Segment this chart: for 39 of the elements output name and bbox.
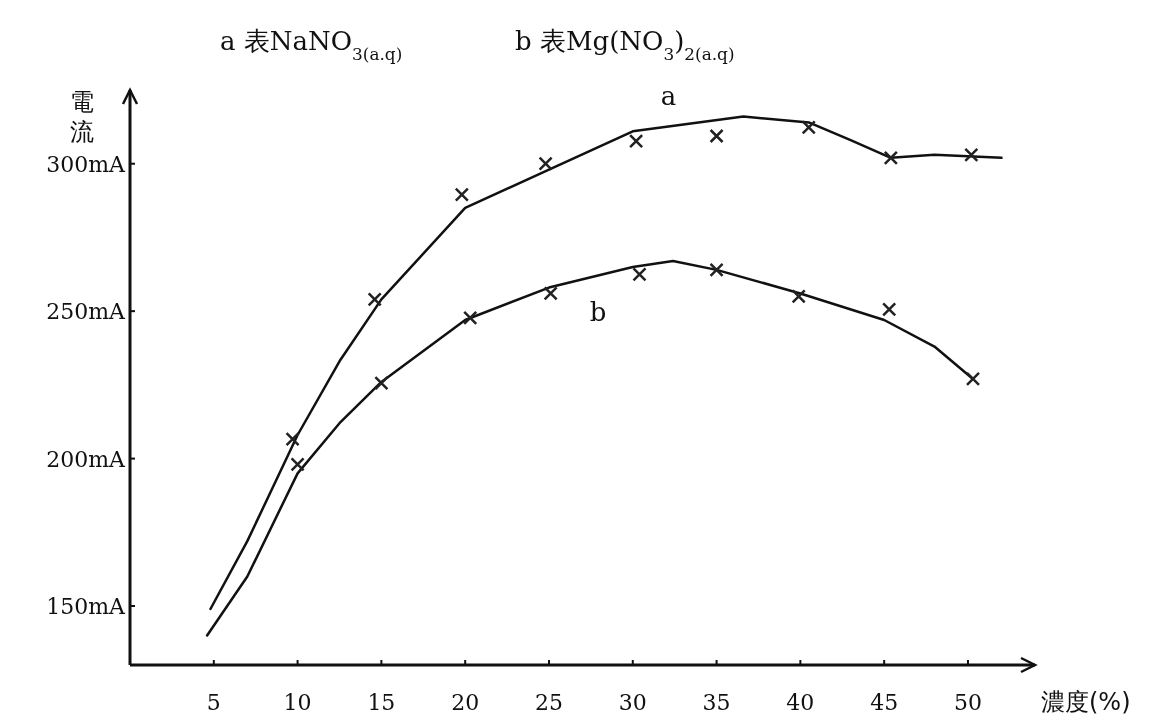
x-tick-label: 35 — [702, 690, 731, 715]
point — [628, 133, 644, 149]
x-axis-title: 濃度(%) — [1041, 688, 1131, 716]
chart-subtitle: b 表Mg(NO$_{3}$)$_{2(a.q)}$ — [515, 26, 735, 64]
y-tick-label: 150mA — [46, 594, 127, 620]
point — [538, 156, 553, 171]
x-tick-label: 20 — [451, 690, 480, 715]
point — [290, 457, 305, 472]
x-tick-label: 10 — [283, 690, 312, 715]
point — [462, 310, 478, 326]
point — [285, 431, 300, 447]
point — [543, 286, 558, 301]
point — [454, 187, 470, 202]
x-tick-label: 50 — [953, 690, 982, 715]
point — [709, 262, 724, 278]
point — [801, 120, 816, 135]
y-axis-title: 電流 — [70, 88, 94, 146]
point — [883, 150, 899, 166]
y-tick-label: 200mA — [46, 446, 127, 472]
chart-title: a 表NaNO$_{3(a.q)}$ — [220, 26, 403, 64]
point — [964, 147, 979, 163]
y-tick-label: 300mA — [46, 151, 127, 177]
x-tick-label: 45 — [870, 690, 899, 715]
point — [965, 371, 981, 387]
x-tick-label: 40 — [786, 690, 815, 715]
point — [791, 289, 806, 304]
y-tick-label: 250mA — [46, 299, 127, 325]
x-tick-label: 15 — [367, 690, 396, 715]
series-label: b — [589, 297, 607, 328]
point — [881, 302, 897, 317]
line-series — [209, 115, 1003, 611]
point — [632, 267, 647, 282]
point — [709, 128, 724, 144]
point — [374, 375, 389, 391]
x-tick-label: 5 — [206, 690, 221, 715]
x-tick-label: 30 — [618, 690, 647, 715]
point — [367, 292, 382, 307]
series-label: a — [660, 80, 677, 111]
x-tick-label: 25 — [534, 690, 563, 715]
